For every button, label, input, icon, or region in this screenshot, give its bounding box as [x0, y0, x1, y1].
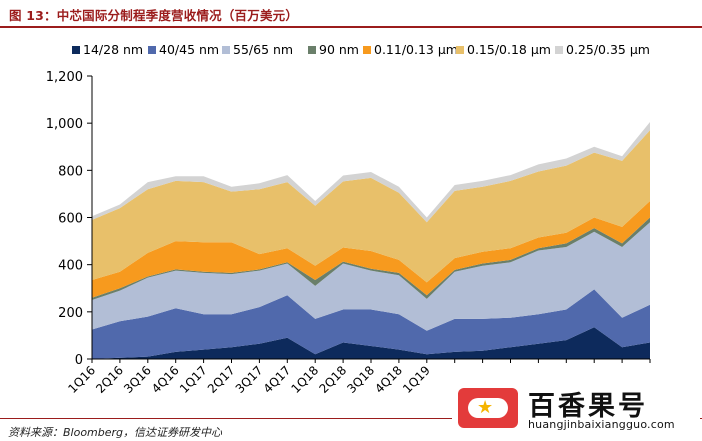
legend-swatch [308, 46, 316, 54]
watermark-name: 百香果号 [528, 391, 648, 422]
y-tick-label: 400 [58, 259, 83, 274]
watermark-url: huangjinbaixiangguo.com [528, 418, 675, 431]
y-tick-label: 800 [58, 164, 83, 179]
y-tick-label: 1,200 [46, 70, 83, 85]
stacked-area-chart: 14/28 nm 40/45 nm 55/65 nm 90 nm 0.11/0.13 µ… [46, 42, 651, 396]
legend-label: 14/28 nm [83, 42, 143, 57]
x-tick-label: 4Q18 [372, 363, 405, 396]
legend-item: 40/45 nm [148, 42, 219, 57]
x-tick-label: 1Q17 [177, 363, 210, 396]
x-tick-label: 3Q17 [233, 363, 266, 396]
legend-swatch [363, 46, 371, 54]
legend-label: 0.11/0.13 µm [374, 42, 458, 57]
legend-item: 0.25/0.35 µm [555, 42, 650, 57]
x-tick-label: 3Q18 [344, 363, 377, 396]
legend-swatch [456, 46, 464, 54]
legend-item: 55/65 nm [222, 42, 293, 57]
series-area [92, 201, 650, 298]
x-tick-label: 4Q16 [149, 363, 182, 396]
legend-label: 90 nm [319, 42, 359, 57]
legend-label: 40/45 nm [159, 42, 219, 57]
y-tick-label: 0 [75, 353, 83, 368]
figure-title: 图 13：中芯国际分制程季度营收情况（百万美元） [9, 8, 299, 23]
y-axis: 0 200 400 600 800 1,000 1,200 [46, 70, 93, 368]
series-area [92, 130, 650, 283]
series-area [92, 222, 650, 331]
x-tick-label: 3Q16 [121, 363, 154, 396]
legend-item: 14/28 nm [72, 42, 143, 57]
chart-areas [92, 122, 650, 359]
legend-swatch [148, 46, 156, 54]
series-area [92, 289, 650, 359]
legend-label: 0.25/0.35 µm [566, 42, 650, 57]
legend-swatch [222, 46, 230, 54]
chart-legend: 14/28 nm 40/45 nm 55/65 nm 90 nm 0.11/0.13 µ… [72, 42, 650, 57]
star-icon: ★ [477, 397, 494, 418]
legend-swatch [72, 46, 80, 54]
figure-title-bar: 图 13：中芯国际分制程季度营收情况（百万美元） [0, 0, 702, 28]
legend-item: 90 nm [308, 42, 359, 57]
y-tick-label: 600 [58, 212, 83, 227]
x-tick-label: 2Q17 [205, 363, 238, 396]
x-tick-label: 1Q18 [289, 363, 322, 396]
watermark: ★ 百香果号 huangjinbaixiangguo.com [452, 382, 700, 438]
series-area [92, 122, 650, 223]
watermark-logo-icon: ★ [458, 388, 518, 428]
legend-swatch [555, 46, 563, 54]
source-divider [0, 418, 702, 419]
source-note: 资料来源：Bloomberg，信达证券研发中心 [8, 426, 223, 439]
x-tick-label: 1Q19 [400, 363, 433, 396]
series-area [92, 327, 650, 359]
x-tick-label: 4Q17 [261, 363, 294, 396]
y-tick-label: 200 [58, 306, 83, 321]
legend-label: 55/65 nm [233, 42, 293, 57]
x-tick-label: 1Q16 [65, 363, 98, 396]
y-tick-label: 1,000 [46, 117, 83, 132]
x-tick-label: 2Q16 [93, 363, 126, 396]
legend-item: 0.15/0.18 µm [456, 42, 551, 57]
x-tick-label: 2Q18 [316, 363, 349, 396]
legend-item: 0.11/0.13 µm [363, 42, 458, 57]
legend-label: 0.15/0.18 µm [467, 42, 551, 57]
